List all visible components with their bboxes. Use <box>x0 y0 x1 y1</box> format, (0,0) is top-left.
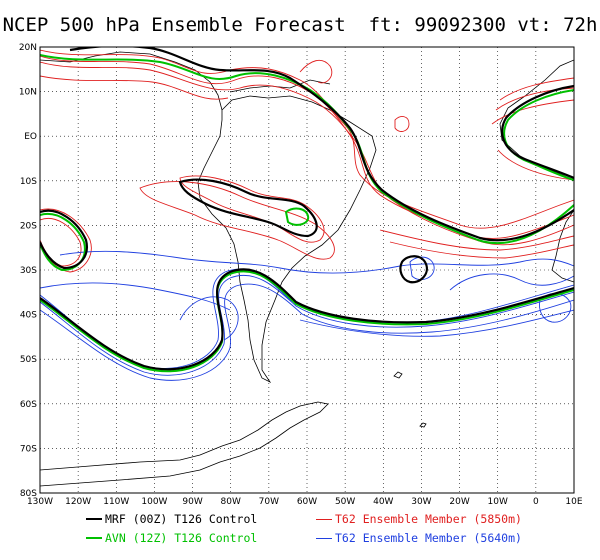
map-frame <box>39 46 575 494</box>
lon-tick-label: 110W <box>103 497 129 507</box>
lat-tick-label: 80S <box>20 489 37 499</box>
mrf-contour-north <box>69 47 574 242</box>
coastlines <box>40 51 574 487</box>
lon-tick-label: 50W <box>335 497 355 507</box>
legend-item: AVN (12Z) T126 Control <box>86 531 257 545</box>
blue-contour-7 <box>449 273 574 291</box>
lon-tick-label: 10W <box>488 497 508 507</box>
red-contour-12 <box>379 229 574 251</box>
lat-tick-label: 60S <box>20 400 37 410</box>
blue-contour-3 <box>40 283 574 381</box>
mrf-contour-south <box>40 268 574 371</box>
blue-contour-8 <box>299 309 574 337</box>
mrf-contour-cutoff <box>399 255 428 284</box>
legend-label: MRF (00Z) T126 Control <box>105 512 258 526</box>
line-swatch-blue <box>316 537 332 539</box>
lon-tick-label: 100W <box>141 497 167 507</box>
coastline-africa <box>499 59 574 181</box>
red-contour-5 <box>139 181 335 260</box>
lat-tick-label: EO <box>24 132 37 142</box>
red-contour-14 <box>394 116 410 132</box>
blue-contour-6 <box>409 256 435 280</box>
legend-item: T62 Ensemble Member (5850m) <box>316 512 522 526</box>
lon-tick-label: 80W <box>221 497 241 507</box>
lon-tick-label: 40W <box>373 497 393 507</box>
lon-tick-label: 70W <box>259 497 279 507</box>
blue-contour-10 <box>179 296 239 341</box>
line-swatch-black <box>86 518 102 520</box>
red-contour-13 <box>389 241 574 259</box>
coastline-island-b <box>419 422 427 428</box>
avn-contour-south <box>40 270 574 373</box>
lon-tick-label: 120W <box>65 497 91 507</box>
map-title: NCEP 500 hPa Ensemble Forecast ft: 99092… <box>2 14 598 36</box>
red-contour-10 <box>491 99 574 125</box>
lat-tick-label: 40S <box>20 311 37 321</box>
longitude-labels: 130W 120W 110W 100W 90W 80W 70W 60W 50W 40W 30W 20W… <box>27 497 583 507</box>
lat-tick-label: 10S <box>20 177 37 187</box>
lon-tick-label: 60W <box>297 497 317 507</box>
coastline-africa-south <box>551 209 574 283</box>
lat-tick-label: 20S <box>20 221 37 231</box>
lon-tick-label: 90W <box>182 497 202 507</box>
lon-tick-label: 20W <box>449 497 469 507</box>
legend-item: T62 Ensemble Member (5640m) <box>316 531 522 545</box>
red-contour-9 <box>495 87 574 111</box>
red-contour-8 <box>499 77 574 101</box>
red-contour-16 <box>40 75 229 100</box>
red-contour-15 <box>299 59 333 84</box>
lat-tick-label: 20N <box>19 43 37 53</box>
mrf-contour-west <box>40 209 88 270</box>
lon-tick-label: 10E <box>565 497 582 507</box>
legend-label: T62 Ensemble Member (5640m) <box>335 531 522 545</box>
blue-contour-4 <box>59 250 574 274</box>
mrf-control-contours <box>40 47 574 371</box>
graticule-grid <box>40 47 574 493</box>
line-swatch-red <box>316 518 332 520</box>
lat-tick-label: 50S <box>20 355 37 365</box>
line-swatch-green <box>86 537 102 539</box>
red-contour-11 <box>497 149 574 181</box>
blue-contour-5 <box>40 282 231 311</box>
latitude-labels: 20N 10N EO 10S 20S 30S 40S 50S 60S 70S 80S <box>19 43 37 499</box>
lat-tick-label: 70S <box>20 444 37 454</box>
lon-tick-label: 0 <box>533 497 539 507</box>
coastline-antarctica <box>40 401 329 487</box>
mrf-contour-east <box>501 84 574 180</box>
lat-tick-label: 10N <box>19 88 37 98</box>
legend-item: MRF (00Z) T126 Control <box>86 512 257 526</box>
legend-label: AVN (12Z) T126 Control <box>105 531 258 545</box>
avn-contour-east <box>503 89 574 181</box>
coastline-island-a <box>393 371 403 379</box>
lon-tick-label: 30W <box>411 497 431 507</box>
lat-tick-label: 30S <box>20 266 37 276</box>
red-contour-4 <box>179 175 325 243</box>
coastline-caribbean <box>229 79 331 93</box>
avn-contour-cutoff <box>284 207 310 226</box>
lon-tick-label: 130W <box>27 497 53 507</box>
mrf-contour-trough <box>178 178 318 238</box>
legend-label: T62 Ensemble Member (5850m) <box>335 512 522 526</box>
blue-contour-2 <box>40 274 574 376</box>
